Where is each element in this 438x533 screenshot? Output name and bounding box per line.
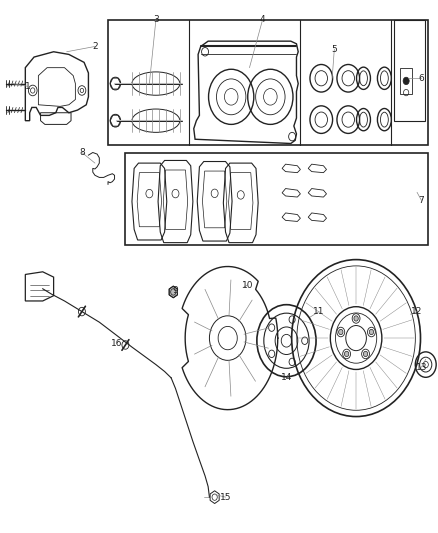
Text: 3: 3 xyxy=(153,15,159,25)
Text: 5: 5 xyxy=(332,45,337,54)
Text: 6: 6 xyxy=(418,74,424,83)
Text: 15: 15 xyxy=(220,492,231,502)
Text: 4: 4 xyxy=(260,15,265,25)
Circle shape xyxy=(403,77,409,85)
Circle shape xyxy=(369,329,374,335)
Text: 10: 10 xyxy=(241,280,253,289)
Text: 13: 13 xyxy=(416,363,427,372)
Bar xyxy=(400,68,412,94)
Circle shape xyxy=(344,351,349,357)
Text: 9: 9 xyxy=(173,286,178,295)
Circle shape xyxy=(364,351,368,357)
Circle shape xyxy=(354,316,358,321)
Text: 16: 16 xyxy=(111,339,123,348)
Text: 11: 11 xyxy=(313,307,325,316)
Text: 1: 1 xyxy=(25,82,30,91)
Text: 2: 2 xyxy=(92,42,98,51)
Text: 8: 8 xyxy=(79,148,85,157)
Bar xyxy=(394,20,425,120)
Circle shape xyxy=(339,329,343,335)
Bar xyxy=(108,20,428,144)
Text: 7: 7 xyxy=(418,196,424,205)
Text: 14: 14 xyxy=(281,373,292,382)
Bar xyxy=(125,152,428,245)
Text: 12: 12 xyxy=(411,307,423,316)
Polygon shape xyxy=(169,286,177,298)
